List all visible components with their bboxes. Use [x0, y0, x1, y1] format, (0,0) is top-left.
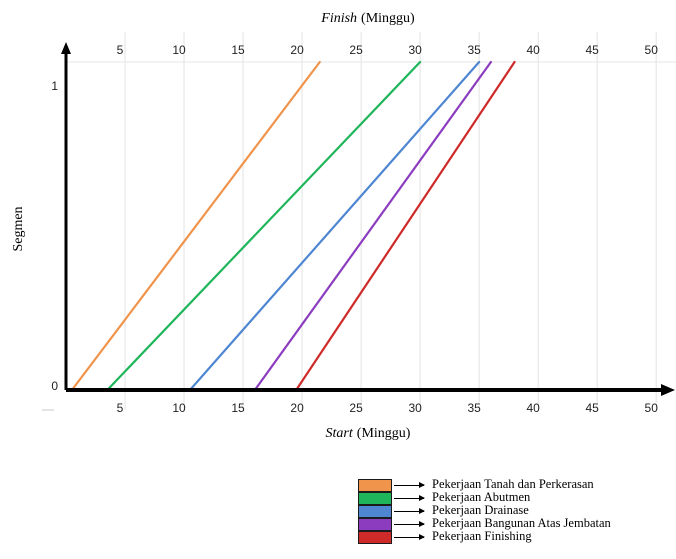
- legend-label: Pekerjaan Finishing: [432, 529, 532, 543]
- arrow-right-icon: [394, 508, 425, 514]
- bottom-tick-label: 50: [645, 401, 659, 415]
- bottom-tick-label: 40: [526, 401, 540, 415]
- bottom-tick-label: 25: [349, 401, 363, 415]
- top-tick-label: 30: [408, 43, 422, 57]
- legend-item: Pekerjaan Finishing: [356, 529, 676, 544]
- top-tick-label: 35: [467, 43, 481, 57]
- bottom-tick-label: 20: [290, 401, 304, 415]
- bottom-tick-label: 5: [117, 401, 124, 415]
- top-tick-label: 45: [585, 43, 599, 57]
- series-lines: [70, 60, 516, 392]
- bottom-tick-label: 15: [231, 401, 245, 415]
- legend-item: Pekerjaan Drainase: [356, 503, 676, 518]
- legend-label: Pekerjaan Bangunan Atas Jembatan: [432, 516, 611, 530]
- top-tick-labels: 5 10 15 20 25 30 35 40 45 50: [117, 43, 659, 57]
- bottom-tick-label: 10: [172, 401, 186, 415]
- series-line: [188, 60, 481, 392]
- series-line: [70, 60, 321, 392]
- series-line: [253, 60, 493, 392]
- legend-label: Pekerjaan Drainase: [432, 503, 529, 517]
- legend-label: Pekerjaan Abutmen: [432, 490, 531, 504]
- arrow-right-icon: [394, 521, 425, 527]
- legend-swatch: [358, 492, 392, 505]
- legend-swatch: [358, 505, 392, 518]
- bottom-tick-label: 35: [467, 401, 481, 415]
- top-tick-label: 50: [645, 43, 659, 57]
- y-tick-label: 0: [51, 379, 58, 393]
- top-tick-label: 15: [231, 43, 245, 57]
- arrow-right-icon: [394, 534, 425, 540]
- y-tick-label: 1: [51, 79, 58, 93]
- top-tick-label: 25: [349, 43, 363, 57]
- y-axis-arrowhead: [61, 42, 71, 54]
- bottom-tick-label: 30: [408, 401, 422, 415]
- top-tick-label: 5: [117, 43, 124, 57]
- legend-item: Pekerjaan Tanah dan Perkerasan: [356, 477, 676, 492]
- legend-label: Pekerjaan Tanah dan Perkerasan: [432, 477, 594, 491]
- bottom-tick-label: 45: [585, 401, 599, 415]
- bottom-axis-title: Start (Minggu): [326, 426, 411, 441]
- arrow-right-icon: [394, 495, 425, 501]
- top-axis-title: Finish (Minggu): [320, 11, 415, 26]
- top-axis-title-italic: Finish: [320, 11, 357, 26]
- bottom-tick-labels: 5 10 15 20 25 30 35 40 45 50: [117, 401, 659, 415]
- legend: Pekerjaan Tanah dan Perkerasan Pekerjaan …: [356, 477, 676, 544]
- legend-item: Pekerjaan Abutmen: [356, 490, 676, 505]
- bottom-axis-title-italic: Start: [326, 426, 354, 441]
- grid-lines: [124, 32, 657, 410]
- legend-swatch: [358, 518, 392, 531]
- y-tick-labels: 01: [51, 79, 58, 393]
- bottom-axis-title-unit: (Minggu): [357, 426, 411, 441]
- legend-item: Pekerjaan Bangunan Atas Jembatan: [356, 516, 676, 531]
- series-line: [295, 60, 516, 392]
- legend-swatch: [358, 531, 392, 544]
- top-tick-label: 40: [526, 43, 540, 57]
- y-axis-title: Segmen: [11, 206, 26, 251]
- series-line: [106, 60, 422, 392]
- arrow-right-icon: [394, 482, 425, 488]
- x-axis-arrowhead: [661, 384, 675, 396]
- top-tick-label: 10: [172, 43, 186, 57]
- segment-chart: 5 10 15 20 25 30 35 40 45 50 5 10 15 20 25 30 35 40 45 50 …: [11, 11, 676, 441]
- legend-swatch: [358, 479, 392, 492]
- top-tick-label: 20: [290, 43, 304, 57]
- top-axis-title-unit: (Minggu): [361, 11, 415, 26]
